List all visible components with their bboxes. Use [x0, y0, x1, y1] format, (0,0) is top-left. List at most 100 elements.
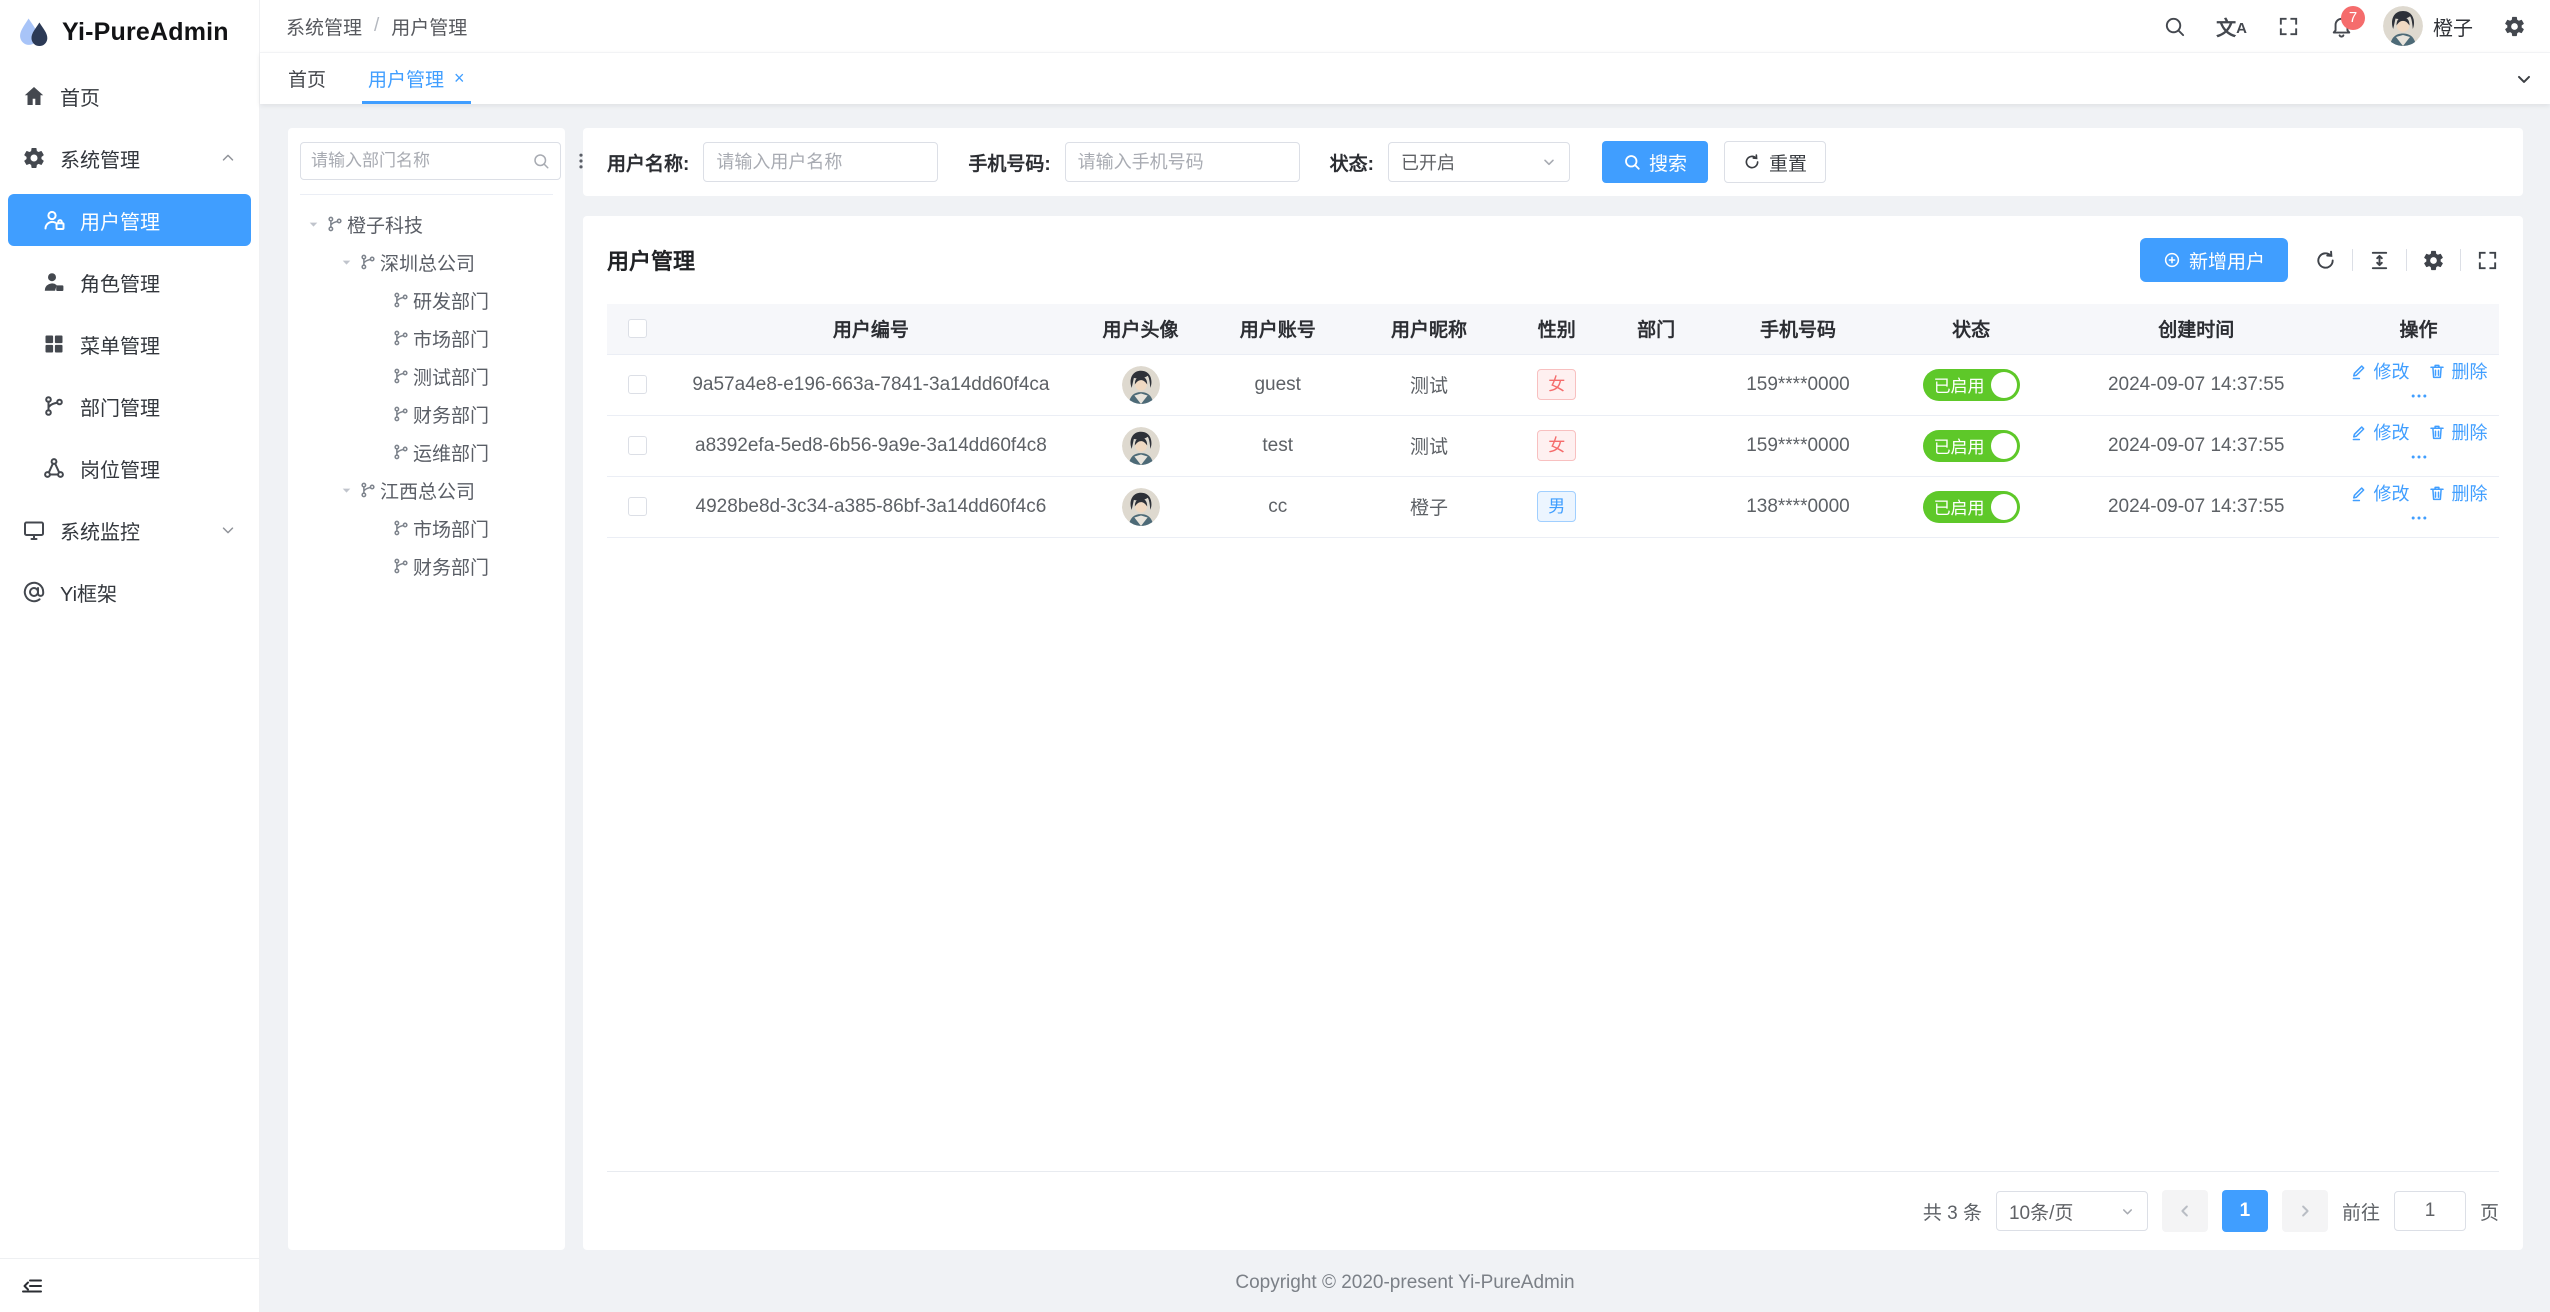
caret-down-icon[interactable]: [333, 256, 359, 269]
user-avatar: [1121, 426, 1160, 465]
edit-link[interactable]: 修改: [2350, 358, 2410, 384]
caret-down-icon[interactable]: [333, 484, 359, 497]
edit-link[interactable]: 修改: [2350, 419, 2410, 445]
sidebar-item-system-management[interactable]: 系统管理: [8, 132, 251, 184]
search-icon: [532, 152, 550, 170]
tab-menu-chevron-down-icon[interactable]: [2514, 69, 2550, 89]
sidebar-item-post-management[interactable]: 岗位管理: [8, 442, 251, 494]
status-toggle[interactable]: 已启用: [1922, 429, 2020, 462]
delete-link[interactable]: 删除: [2428, 480, 2488, 506]
column-header: 用户编号: [667, 304, 1075, 355]
tree-node[interactable]: 运维部门: [300, 433, 553, 471]
tree-node[interactable]: 深圳总公司: [300, 243, 553, 281]
right-column: 用户名称: 手机号码: 状态: 已开启: [583, 128, 2523, 1250]
logo-row[interactable]: Yi-PureAdmin: [0, 0, 259, 64]
status-select[interactable]: 已开启: [1387, 142, 1570, 182]
row-checkbox[interactable]: [627, 496, 647, 516]
sidebar-item-label: Yi框架: [60, 583, 118, 606]
refresh-icon: [1743, 153, 1761, 171]
status-toggle[interactable]: 已启用: [1922, 368, 2020, 401]
table-fullscreen-icon[interactable]: [2476, 249, 2499, 272]
reset-button[interactable]: 重置: [1724, 141, 1827, 183]
sidebar-item-role-management[interactable]: 角色管理: [8, 256, 251, 308]
tab-user-management[interactable]: 用户管理 ×: [362, 53, 471, 104]
status-toggle[interactable]: 已启用: [1922, 490, 2020, 523]
gear-icon: [22, 146, 46, 170]
tab-home[interactable]: 首页: [288, 70, 327, 91]
branch-icon: [359, 481, 377, 499]
tree-node[interactable]: 橙子科技: [300, 205, 553, 243]
sidebar-item-menu-management[interactable]: 菜单管理: [8, 318, 251, 370]
search-button[interactable]: 搜索: [1601, 141, 1708, 183]
tree-node[interactable]: 财务部门: [300, 547, 553, 585]
breadcrumb-item[interactable]: 系统管理: [286, 17, 363, 39]
prev-page-button[interactable]: [2161, 1190, 2208, 1232]
sidebar-item-home[interactable]: 首页: [8, 70, 251, 122]
row-checkbox[interactable]: [627, 374, 647, 394]
toolbar-divider: [2352, 249, 2353, 271]
created-time-cell: 2024-09-07 14:37:55: [2054, 476, 2339, 538]
branch-icon: [326, 215, 344, 233]
user-id-cell: 4928be8d-3c34-a385-86bf-3a14dd60f4c6: [667, 476, 1075, 538]
username-input[interactable]: [703, 142, 939, 182]
sidebar-item-system-monitor[interactable]: 系统监控: [8, 504, 251, 556]
table-body: 9a57a4e8-e196-663a-7841-3a14dd60f4ca gues…: [607, 354, 2499, 538]
refresh-icon[interactable]: [2314, 249, 2337, 272]
phone-input[interactable]: [1064, 142, 1300, 182]
settings-gear-icon[interactable]: [2503, 15, 2526, 38]
more-actions-button[interactable]: [2409, 447, 2429, 467]
tree-node[interactable]: 测试部门: [300, 357, 553, 395]
goto-page-input[interactable]: [2393, 1191, 2466, 1231]
row-density-icon[interactable]: [2368, 249, 2391, 272]
add-user-button[interactable]: 新增用户: [2139, 238, 2288, 282]
column-header: 操作: [2338, 304, 2499, 355]
collapse-sidebar-icon[interactable]: [20, 1274, 44, 1298]
status-label: 状态:: [1329, 153, 1374, 175]
chevron-down-icon: [219, 521, 237, 539]
edit-link[interactable]: 修改: [2350, 480, 2410, 506]
more-actions-button[interactable]: [2409, 386, 2429, 406]
user-lock-icon: [42, 208, 66, 232]
user-nickname-cell: 橙子: [1348, 476, 1510, 538]
more-vertical-dots-icon[interactable]: [571, 151, 591, 171]
page-number-button[interactable]: 1: [2221, 1190, 2268, 1232]
user-solid-icon: [42, 270, 66, 294]
tree-node[interactable]: 财务部门: [300, 395, 553, 433]
delete-link[interactable]: 删除: [2428, 419, 2488, 445]
row-checkbox[interactable]: [627, 435, 647, 455]
delete-link[interactable]: 删除: [2428, 358, 2488, 384]
close-tab-icon[interactable]: ×: [454, 68, 465, 88]
sidebar-item-label: 首页: [60, 87, 100, 110]
notification-bell-icon[interactable]: 7: [2330, 5, 2365, 38]
sidebar-item-dept-management[interactable]: 部门管理: [8, 380, 251, 432]
caret-down-icon[interactable]: [300, 218, 326, 231]
status-toggle-knob: [1990, 493, 2017, 520]
department-search-input[interactable]: [311, 151, 532, 171]
fullscreen-icon[interactable]: [2277, 15, 2300, 38]
tree-node[interactable]: 市场部门: [300, 509, 553, 547]
column-settings-gear-icon[interactable]: [2422, 249, 2445, 272]
sidebar-item-label: 岗位管理: [80, 459, 160, 482]
status-toggle-label: 已启用: [1933, 377, 1985, 396]
user-menu[interactable]: 橙子: [2383, 6, 2473, 46]
tree-node[interactable]: 市场部门: [300, 319, 553, 357]
sidebar-item-user-management[interactable]: 用户管理: [8, 194, 251, 246]
sidebar-item-label: 系统监控: [60, 521, 140, 544]
page-size-select[interactable]: 10条/页: [1995, 1191, 2148, 1231]
tree-node[interactable]: 研发部门: [300, 281, 553, 319]
sidebar-item-yi-framework[interactable]: Yi框架: [8, 566, 251, 618]
search-icon[interactable]: [2163, 15, 2186, 38]
column-header: 创建时间: [2054, 304, 2339, 355]
dept-cell: [1604, 354, 1709, 416]
pencil-icon: [2350, 362, 2368, 380]
select-all-checkbox[interactable]: [627, 319, 647, 339]
department-search-field[interactable]: [300, 142, 561, 180]
next-page-button[interactable]: [2281, 1190, 2328, 1232]
branch-icon: [392, 443, 410, 461]
tree-node[interactable]: 江西总公司: [300, 471, 553, 509]
more-actions-button[interactable]: [2409, 508, 2429, 528]
